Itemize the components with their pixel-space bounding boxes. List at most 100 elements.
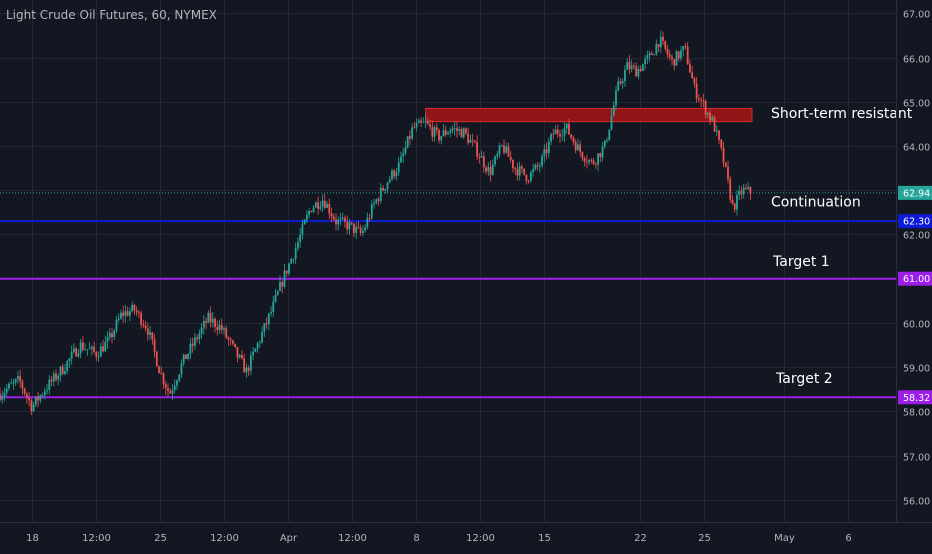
price-tick-label: 56.00 — [903, 497, 930, 508]
candle-body — [433, 127, 436, 137]
candle-body — [39, 395, 42, 401]
candle-body — [178, 374, 181, 381]
candle-body — [126, 311, 129, 316]
candle-body — [73, 348, 75, 352]
candle-body — [577, 144, 579, 151]
time-tick-label: 12:00 — [466, 533, 495, 544]
candle-body — [17, 376, 19, 380]
candle-body — [276, 291, 279, 295]
candle-body — [90, 346, 93, 349]
candle-body — [220, 324, 223, 330]
candle-body — [303, 220, 306, 225]
candle-body — [93, 346, 95, 353]
candle-body — [274, 294, 277, 302]
candle-body — [57, 375, 60, 380]
candle-body — [68, 358, 71, 362]
candle-body — [52, 373, 55, 382]
candle-body — [234, 343, 237, 348]
candle-body — [359, 227, 362, 234]
candle-body — [283, 270, 286, 287]
candle-body — [113, 330, 116, 338]
candle-body — [747, 187, 750, 189]
candle-body — [650, 53, 653, 55]
annotations: Short-term resistant Continuation Target 1… — [771, 106, 913, 387]
candle-body — [258, 342, 261, 344]
candle-body — [353, 223, 355, 233]
candle-body — [241, 355, 243, 359]
candle-body — [232, 340, 234, 344]
price-tick-label: 60.00 — [903, 320, 930, 331]
candle-body — [366, 218, 369, 228]
candle-body — [545, 149, 548, 153]
candles — [0, 30, 752, 416]
candle-body — [34, 396, 37, 405]
horizontal-levels — [0, 192, 896, 399]
candle-body — [41, 395, 44, 396]
price-tick-label: 57.00 — [903, 453, 930, 464]
annotation-label: Target 2 — [775, 371, 833, 387]
candle-body — [635, 66, 638, 77]
candle-body — [500, 145, 503, 147]
candle-body — [626, 61, 629, 70]
candle-body — [160, 373, 163, 374]
candle-body — [339, 218, 342, 220]
candle-body — [344, 217, 346, 222]
candle-body — [3, 392, 6, 396]
candle-body — [601, 146, 604, 158]
candle-body — [117, 318, 120, 320]
candle-body — [386, 182, 389, 189]
candle-body — [209, 312, 212, 323]
candle-body — [252, 351, 255, 356]
time-axis[interactable]: 18 12:00 25 12:00 Apr 12:00 8 12:00 15 22 25 May 6 — [26, 533, 852, 544]
candle-body — [689, 64, 691, 73]
candle-body — [641, 64, 644, 72]
candle-body — [115, 319, 118, 331]
candle-body — [225, 328, 228, 338]
annotation-label: Target 1 — [772, 254, 830, 270]
candle-body — [521, 166, 523, 169]
candle-body — [288, 263, 290, 274]
candle-body — [612, 105, 615, 116]
candle-body — [610, 115, 613, 130]
candle-body — [700, 99, 703, 101]
candle-body — [382, 187, 384, 191]
candle-body — [440, 135, 443, 141]
candle-body — [543, 149, 546, 157]
candle-body — [106, 337, 109, 342]
candle-body — [453, 127, 456, 129]
candle-body — [176, 380, 178, 386]
candle-body — [496, 154, 499, 157]
candle-body — [413, 127, 416, 129]
candle-body — [677, 51, 680, 59]
price-axis[interactable]: 56.0057.0058.0059.0060.0061.0062.0063.00… — [898, 10, 932, 508]
time-tick-label: Apr — [280, 533, 298, 544]
candle-body — [731, 199, 734, 204]
candle-body — [81, 342, 84, 350]
candle-body — [37, 396, 39, 401]
candle-body — [411, 127, 414, 139]
candle-body — [99, 346, 102, 357]
candle-body — [211, 318, 214, 323]
resistance-zone — [425, 107, 753, 123]
candle-body — [724, 162, 727, 167]
candle-body — [256, 343, 259, 349]
time-tick-label: 12:00 — [338, 533, 367, 544]
candle-body — [648, 53, 651, 56]
candle-body — [621, 81, 624, 84]
candle-body — [639, 68, 642, 72]
candle-body — [574, 142, 577, 151]
candle-body — [149, 332, 151, 335]
chart-title: Light Crude Oil Futures, 60, NYMEX — [6, 8, 217, 22]
candle-body — [462, 128, 465, 138]
candle-body — [384, 188, 387, 191]
level-price-badge — [898, 390, 932, 405]
candle-body — [357, 226, 360, 228]
candle-body — [214, 318, 216, 328]
candle-body — [599, 153, 602, 158]
candle-body — [247, 367, 250, 371]
candle-body — [281, 281, 284, 287]
candle-body — [480, 156, 483, 158]
candle-body — [43, 391, 46, 396]
